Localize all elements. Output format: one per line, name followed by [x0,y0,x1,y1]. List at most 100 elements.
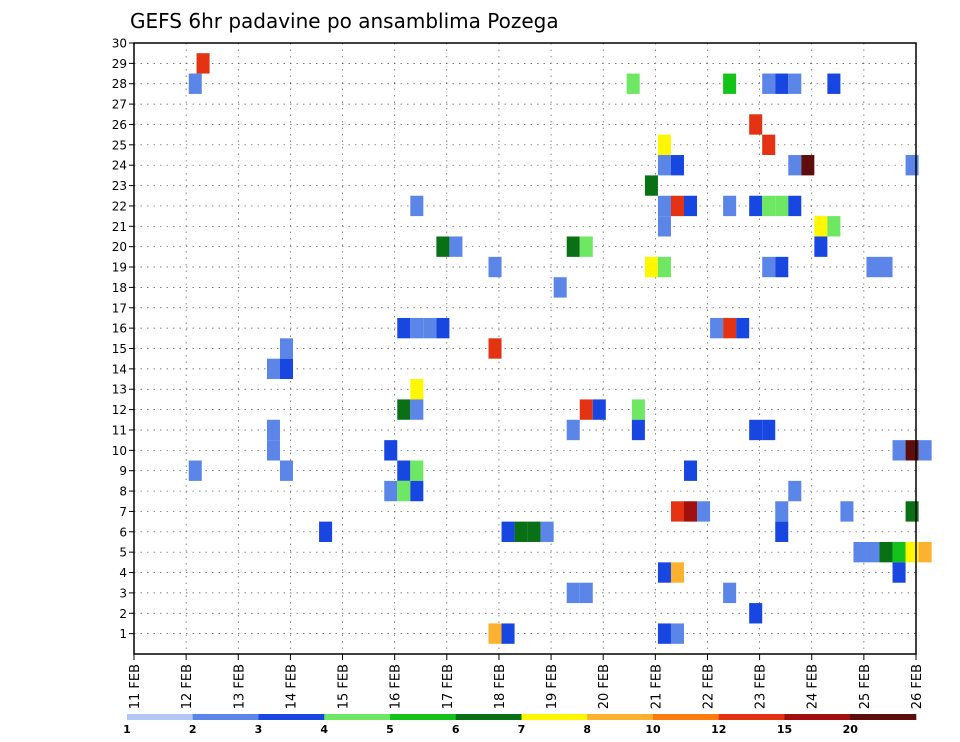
data-cell [319,521,333,542]
legend-swatch [455,714,522,720]
data-cell [436,236,450,257]
data-cell [670,562,685,583]
y-tick-label: 24 [112,159,127,173]
data-cell [196,53,210,74]
x-tick-label: 24 FEB [806,664,821,709]
data-cell [684,460,698,481]
data-cell [449,236,463,257]
data-cell [657,623,671,644]
data-cell [397,480,411,502]
data-cell [749,419,763,441]
data-cell [631,399,645,420]
data-cell [788,73,802,94]
data-cell [397,399,411,420]
data-cell [879,256,893,278]
x-tick-label: 18 FEB [493,664,508,709]
data-cell [762,73,776,94]
x-tick-label: 13 FEB [232,664,247,709]
legend-swatch [192,714,259,720]
y-tick-label: 4 [119,566,127,580]
data-cell [840,501,854,522]
data-cell [566,582,580,604]
legend-swatch [784,714,851,720]
legend-swatch [127,714,194,720]
data-cell [488,338,502,359]
y-tick-label: 19 [112,261,127,275]
legend-swatch [718,714,785,720]
data-cell [827,216,841,237]
x-tick-label: 12 FEB [180,664,195,709]
legend-label: 1 [123,723,131,736]
data-cell [723,73,737,94]
y-tick-label: 9 [119,464,127,478]
data-cell [775,195,789,217]
x-axis: 11 FEB 12 FEB 13 FEB 14 FEB 15 FEB 16 FEB 17 F… [128,654,925,709]
data-cell [670,155,685,176]
data-cell [775,256,789,278]
data-cell [657,216,671,237]
data-cell [657,195,671,217]
data-cell [736,317,750,339]
data-cell [892,541,906,563]
x-tick-label: 15 FEB [337,664,352,709]
legend-label: 6 [452,723,460,736]
y-tick-label: 6 [119,525,127,539]
y-tick-label: 25 [112,138,127,152]
data-cell [384,440,398,461]
legend-label: 7 [518,723,526,736]
y-tick-label: 22 [112,199,127,213]
data-cell [410,460,424,481]
data-cell [527,521,541,542]
grid-lines [134,43,916,654]
data-cell [762,419,776,441]
data-cell [410,379,424,400]
data-cell [657,134,671,156]
legend-label: 3 [255,723,263,736]
y-tick-label: 21 [112,220,127,234]
data-cell [710,317,724,339]
data-cell [814,216,828,237]
data-cell [788,155,802,176]
data-cell [670,501,685,522]
data-cell [188,460,202,481]
data-cell [644,256,658,278]
y-tick-label: 1 [119,627,127,641]
data-cell [749,195,763,217]
data-cell [266,419,280,441]
data-cell [801,155,815,176]
legend-label: 12 [711,723,726,736]
data-cell [775,73,789,94]
y-tick-label: 28 [112,77,127,91]
legend-swatch [324,714,391,720]
data-cell [827,73,841,94]
y-tick-label: 27 [112,98,127,112]
data-cell [266,358,280,380]
x-tick-label: 14 FEB [284,664,299,709]
data-cell [540,521,554,542]
legend-swatch [521,714,588,720]
y-tick-label: 8 [119,485,127,499]
y-tick-label: 2 [119,607,127,621]
data-cell [657,562,671,583]
data-cell [501,521,515,542]
data-cell [579,399,593,420]
legend-label: 5 [386,723,394,736]
data-cell [579,236,593,257]
data-cell [749,603,763,624]
data-cell [657,256,671,278]
y-tick-label: 12 [112,403,127,417]
y-tick-label: 11 [112,423,127,437]
y-tick-label: 15 [112,342,127,356]
data-cell [762,256,776,278]
data-cell [684,501,698,522]
x-tick-label: 16 FEB [389,664,404,709]
data-cell [918,541,932,563]
data-cell [410,317,424,339]
x-tick-label: 20 FEB [597,664,612,709]
data-cell [670,195,685,217]
chart-title: GEFS 6hr padavine po ansamblima Pozega [130,9,559,33]
data-cell [670,623,685,644]
legend-label: 10 [645,723,661,736]
data-cell [892,440,906,461]
legend-swatch [390,714,457,720]
